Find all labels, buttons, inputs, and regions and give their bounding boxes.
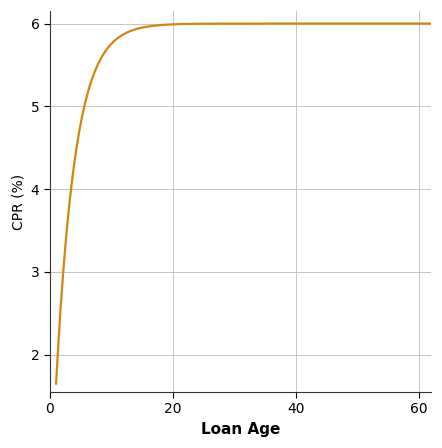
X-axis label: Loan Age: Loan Age (201, 422, 280, 437)
Y-axis label: CPR (%): CPR (%) (11, 173, 25, 229)
